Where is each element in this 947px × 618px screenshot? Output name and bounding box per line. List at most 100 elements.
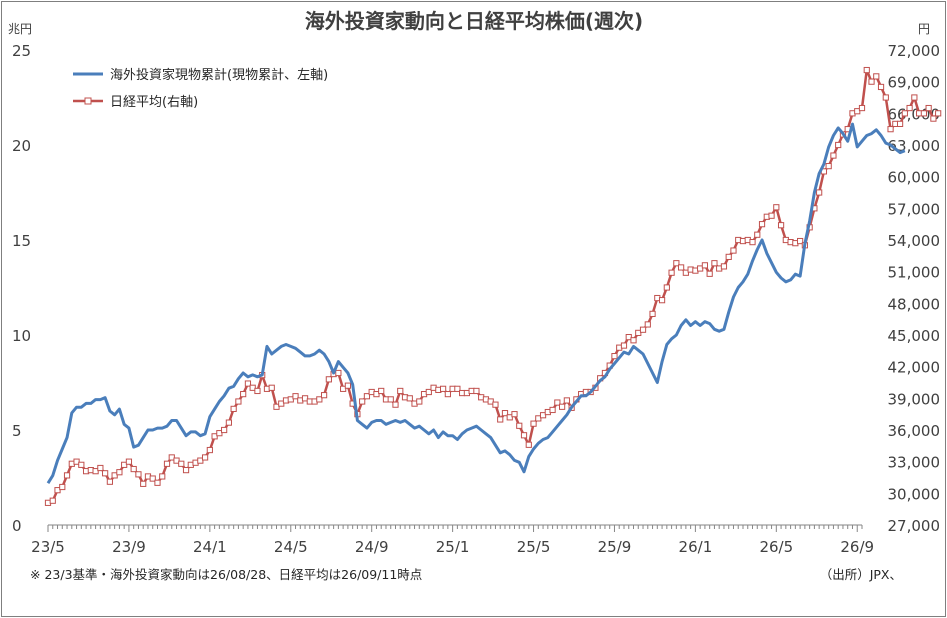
x-tick-label: 26/5 xyxy=(759,538,793,556)
nikkei-point xyxy=(125,458,133,465)
nikkei-point xyxy=(97,464,104,472)
right-tick-label: 30,000 xyxy=(888,485,941,503)
nikkei-point xyxy=(858,104,866,112)
nikkei-point xyxy=(896,120,904,127)
nikkei-point xyxy=(516,422,523,429)
nikkei-point xyxy=(559,403,566,410)
nikkei-point xyxy=(102,470,109,477)
nikkei-point xyxy=(816,189,823,196)
chart-title: 海外投資家動向と日経平均株価(週次) xyxy=(305,9,643,33)
nikkei-point xyxy=(268,384,275,391)
nikkei-point xyxy=(539,412,547,419)
nikkei-point xyxy=(211,433,218,440)
nikkei-point xyxy=(906,104,913,112)
nikkei-point xyxy=(178,460,185,467)
nikkei-point xyxy=(316,396,323,403)
nikkei-point xyxy=(111,472,118,479)
nikkei-point xyxy=(116,469,123,476)
nikkei-point xyxy=(359,398,366,405)
nikkei-point xyxy=(121,461,128,468)
nikkei-point xyxy=(777,222,785,229)
right-tick-label: 42,000 xyxy=(888,359,941,377)
nikkei-point xyxy=(697,265,704,272)
nikkei-point xyxy=(520,432,528,439)
nikkei-point xyxy=(240,391,247,398)
nikkei-point xyxy=(92,468,99,475)
left-axis-unit: 兆円 xyxy=(8,22,32,36)
nikkei-point xyxy=(754,231,761,238)
nikkei-point xyxy=(711,260,718,267)
nikkei-point xyxy=(325,376,332,383)
nikkei-point xyxy=(344,382,351,389)
nikkei-point xyxy=(644,321,651,328)
nikkei-point xyxy=(182,467,190,474)
nikkei-point xyxy=(492,401,499,408)
nikkei-point xyxy=(140,480,147,487)
nikkei-point xyxy=(397,387,404,395)
nikkei-point xyxy=(444,391,451,398)
nikkei-point xyxy=(387,396,394,403)
nikkei-point xyxy=(825,163,832,170)
nikkei-point xyxy=(278,400,285,407)
footnote: ※ 23/3基準・海外投資家動向は26/08/28、日経平均は26/09/11時… xyxy=(30,567,422,582)
right-tick-label: 36,000 xyxy=(888,422,941,440)
nikkei-point xyxy=(835,141,842,149)
nikkei-point xyxy=(501,410,509,417)
nikkei-point xyxy=(630,337,637,344)
nikkei-point xyxy=(506,414,513,421)
nikkei-point xyxy=(497,416,504,423)
nikkei-point xyxy=(287,396,294,403)
nikkei-point xyxy=(254,387,261,395)
nikkei-point xyxy=(73,458,80,465)
nikkei-point xyxy=(525,441,532,448)
x-tick-label: 23/9 xyxy=(112,538,146,556)
nikkei-point xyxy=(406,395,413,402)
right-tick-label: 33,000 xyxy=(888,454,941,472)
nikkei-point xyxy=(244,380,252,387)
left-tick-label: 5 xyxy=(12,422,22,440)
nikkei-point xyxy=(63,472,71,479)
nikkei-point xyxy=(535,415,542,422)
nikkei-point xyxy=(658,297,666,304)
series-layer xyxy=(44,66,942,506)
nikkei-point xyxy=(206,446,213,454)
x-tick-label: 24/5 xyxy=(274,538,308,556)
right-tick-label: 63,000 xyxy=(888,137,941,155)
nikkei-point xyxy=(59,483,66,491)
right-tick-label: 45,000 xyxy=(888,327,941,345)
x-tick-label: 25/9 xyxy=(598,538,632,556)
nikkei-point xyxy=(530,420,537,427)
nikkei-point xyxy=(668,269,675,276)
source-note: （出所）JPX、 xyxy=(820,567,902,582)
left-tick-label: 0 xyxy=(12,517,22,535)
nikkei-point xyxy=(863,66,870,74)
x-tick-label: 25/5 xyxy=(517,538,551,556)
legend-label-nikkei: 日経平均(右軸) xyxy=(110,95,198,110)
x-tick-label: 25/1 xyxy=(436,538,470,556)
nikkei-point xyxy=(425,388,432,396)
right-tick-label: 48,000 xyxy=(888,295,941,313)
nikkei-point xyxy=(439,385,447,392)
nikkei-point xyxy=(611,353,618,360)
nikkei-point xyxy=(54,487,61,494)
nikkei-point xyxy=(797,237,804,245)
right-tick-label: 39,000 xyxy=(888,390,941,408)
nikkei-point xyxy=(230,405,237,412)
x-tick-label: 26/1 xyxy=(679,538,713,556)
nikkei-point xyxy=(549,406,556,414)
nikkei-point xyxy=(373,391,380,398)
nikkei-point xyxy=(416,398,423,405)
nikkei-point xyxy=(877,83,885,91)
nikkei-point xyxy=(201,454,209,461)
nikkei-point xyxy=(887,126,894,133)
right-tick-label: 60,000 xyxy=(888,169,941,187)
left-tick-label: 10 xyxy=(12,327,31,345)
nikkei-point xyxy=(663,284,670,291)
x-tick-label: 23/5 xyxy=(31,538,65,556)
left-tick-label: 20 xyxy=(12,137,31,155)
right-tick-label: 27,000 xyxy=(888,517,941,535)
nikkei-point xyxy=(873,73,880,80)
nikkei-series-line xyxy=(47,68,940,504)
left-tick-label: 15 xyxy=(12,232,31,250)
